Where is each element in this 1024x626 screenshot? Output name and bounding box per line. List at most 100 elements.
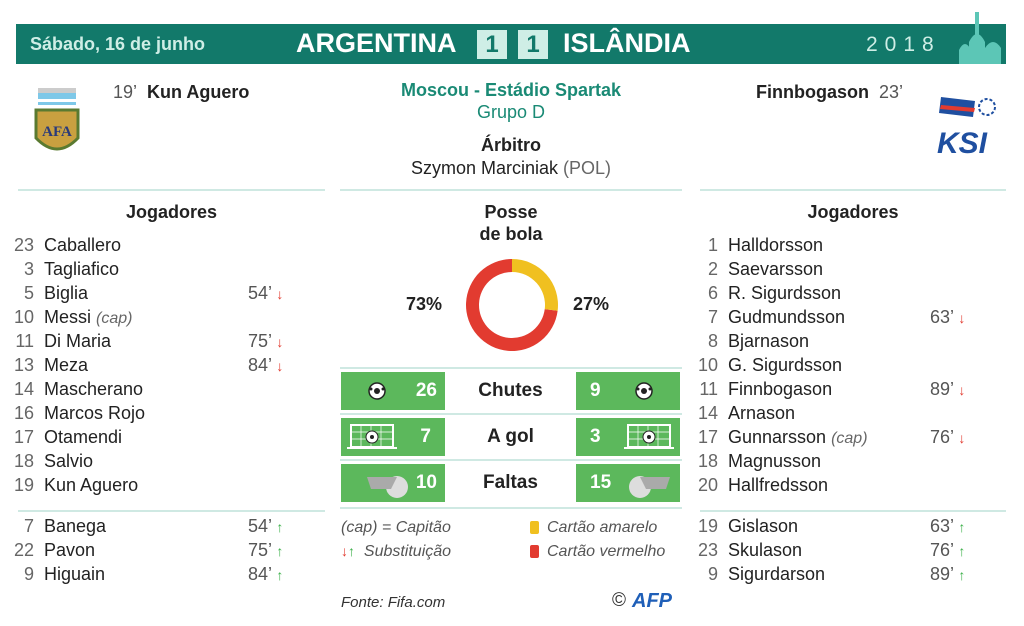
arrow-down-icon: ↓ xyxy=(958,430,966,446)
substitution: 84’ ↑ xyxy=(248,562,283,587)
legend-captain: (cap) = Capitão xyxy=(341,519,451,536)
goal-minute: 19’ xyxy=(113,82,138,102)
substitution-minute: 76’ xyxy=(930,540,954,560)
copyright-icon: © xyxy=(612,590,626,611)
yellow-card-icon xyxy=(530,521,539,534)
stat-team-a: 7 xyxy=(341,418,445,456)
player-name: Pavon xyxy=(44,540,96,560)
referee-country: (POL) xyxy=(563,158,612,178)
substitution-minute: 76’ xyxy=(930,427,954,447)
arrow-down-icon: ↓ xyxy=(276,358,284,374)
referee-name: Szymon Marciniak xyxy=(410,158,558,178)
substitution-minute: 54’ xyxy=(248,283,272,303)
captain-mark: (cap) xyxy=(831,430,868,447)
stat-label: Faltas xyxy=(483,472,538,493)
substitution-minute: 89’ xyxy=(930,564,954,584)
divider xyxy=(18,510,325,512)
substitution: 75’ ↓ xyxy=(248,329,283,354)
substitution: 63’ ↑ xyxy=(930,514,965,539)
player-row: 18 Magnusson xyxy=(696,449,986,473)
player-number: 11 xyxy=(699,379,718,399)
divider xyxy=(340,459,682,461)
player-row: 17 Gunnarsson (cap) 76’ ↓ xyxy=(696,425,986,449)
player-name: Magnusson xyxy=(728,451,822,471)
player-row: 23 Skulason 76’ ↑ xyxy=(696,538,986,562)
arrow-down-icon: ↓ xyxy=(276,286,284,302)
header-bar xyxy=(16,24,1006,64)
referee: Szymon Marciniak (POL) xyxy=(340,158,682,179)
player-name: Arnason xyxy=(728,403,796,423)
substitution: 54’ ↑ xyxy=(248,514,283,539)
player-row: 7 Banega 54’ ↑ xyxy=(12,514,302,538)
arrow-up-icon: ↑ xyxy=(348,543,355,559)
substitution-minute: 75’ xyxy=(248,540,272,560)
player-name: Higuain xyxy=(44,564,106,584)
player-row: 16 Marcos Rojo xyxy=(12,401,302,425)
possession-label-2: de bola xyxy=(479,224,543,244)
player-number: 2 xyxy=(707,259,718,279)
player-row: 1 Halldorsson xyxy=(696,233,986,257)
player-row: 23 Caballero xyxy=(12,233,302,257)
source: Fonte: Fifa.com xyxy=(341,594,446,611)
arrow-down-icon: ↓ xyxy=(276,334,284,350)
stat-value-b: 9 xyxy=(590,380,601,401)
stat-label: A gol xyxy=(487,426,534,447)
score-a: 1 xyxy=(477,30,507,59)
goal-net-icon xyxy=(347,423,399,451)
divider xyxy=(340,507,682,509)
captain-mark: (cap) xyxy=(96,310,133,327)
player-name: Otamendi xyxy=(44,427,123,447)
player-number: 5 xyxy=(23,283,34,303)
player-name: Halldorsson xyxy=(728,235,824,255)
substitution-minute: 75’ xyxy=(248,331,272,351)
kremlin-icon xyxy=(959,12,1001,64)
player-name: Salvio xyxy=(44,451,94,471)
stat-value-a: 7 xyxy=(420,426,431,447)
substitution: 76’ ↓ xyxy=(930,425,965,450)
player-number: 10 xyxy=(697,355,718,375)
arrow-down-icon: ↓ xyxy=(341,543,348,559)
player-row: 10 Messi (cap) xyxy=(12,305,302,329)
player-row: 6 R. Sigurdsson xyxy=(696,281,986,305)
player-row: 5 Biglia 54’ ↓ xyxy=(12,281,302,305)
player-number: 10 xyxy=(13,307,34,327)
player-name: Hallfredsson xyxy=(728,475,829,495)
stat-value-b: 15 xyxy=(590,472,612,493)
player-number: 6 xyxy=(707,283,718,303)
team-b-players-heading: Jogadores xyxy=(807,202,899,222)
player-number: 7 xyxy=(707,307,718,327)
player-name: Bjarnason xyxy=(728,331,810,351)
player-number: 1 xyxy=(707,235,718,255)
possession-team-a: 73% xyxy=(406,294,443,314)
player-name: Kun Aguero xyxy=(44,475,139,495)
player-name: Tagliafico xyxy=(44,259,120,279)
player-name: Caballero xyxy=(44,235,122,255)
player-row: 8 Bjarnason xyxy=(696,329,986,353)
possession-slice-team-b xyxy=(512,259,558,311)
arrow-up-icon: ↑ xyxy=(276,567,284,583)
player-number: 23 xyxy=(13,235,34,255)
substitution: 89’ ↓ xyxy=(930,377,965,402)
divider xyxy=(340,189,682,191)
player-row: 11 Di Maria 75’ ↓ xyxy=(12,329,302,353)
whistle-icon xyxy=(626,473,674,499)
player-name: Meza xyxy=(44,355,89,375)
substitution-minute: 84’ xyxy=(248,564,272,584)
soccer-ball-icon xyxy=(367,381,387,401)
player-number: 9 xyxy=(23,564,34,584)
legend-substitution-label: Substituição xyxy=(363,543,452,560)
ksi-logo: KSI xyxy=(937,97,996,155)
stat-team-b: 15 xyxy=(576,464,680,502)
divider xyxy=(340,367,682,369)
stat-value-a: 26 xyxy=(415,380,437,401)
player-number: 19 xyxy=(697,516,718,536)
player-number: 16 xyxy=(13,403,34,423)
arrow-up-icon: ↑ xyxy=(958,567,966,583)
legend-substitution: ↓↑ Substituição xyxy=(341,543,451,561)
team-a-players-heading: Jogadores xyxy=(125,202,218,222)
goal-minute: 23’ xyxy=(879,82,904,102)
player-number: 13 xyxy=(13,355,34,375)
possession-donut-chart xyxy=(466,259,558,351)
divider xyxy=(340,413,682,415)
player-number: 17 xyxy=(13,427,34,447)
